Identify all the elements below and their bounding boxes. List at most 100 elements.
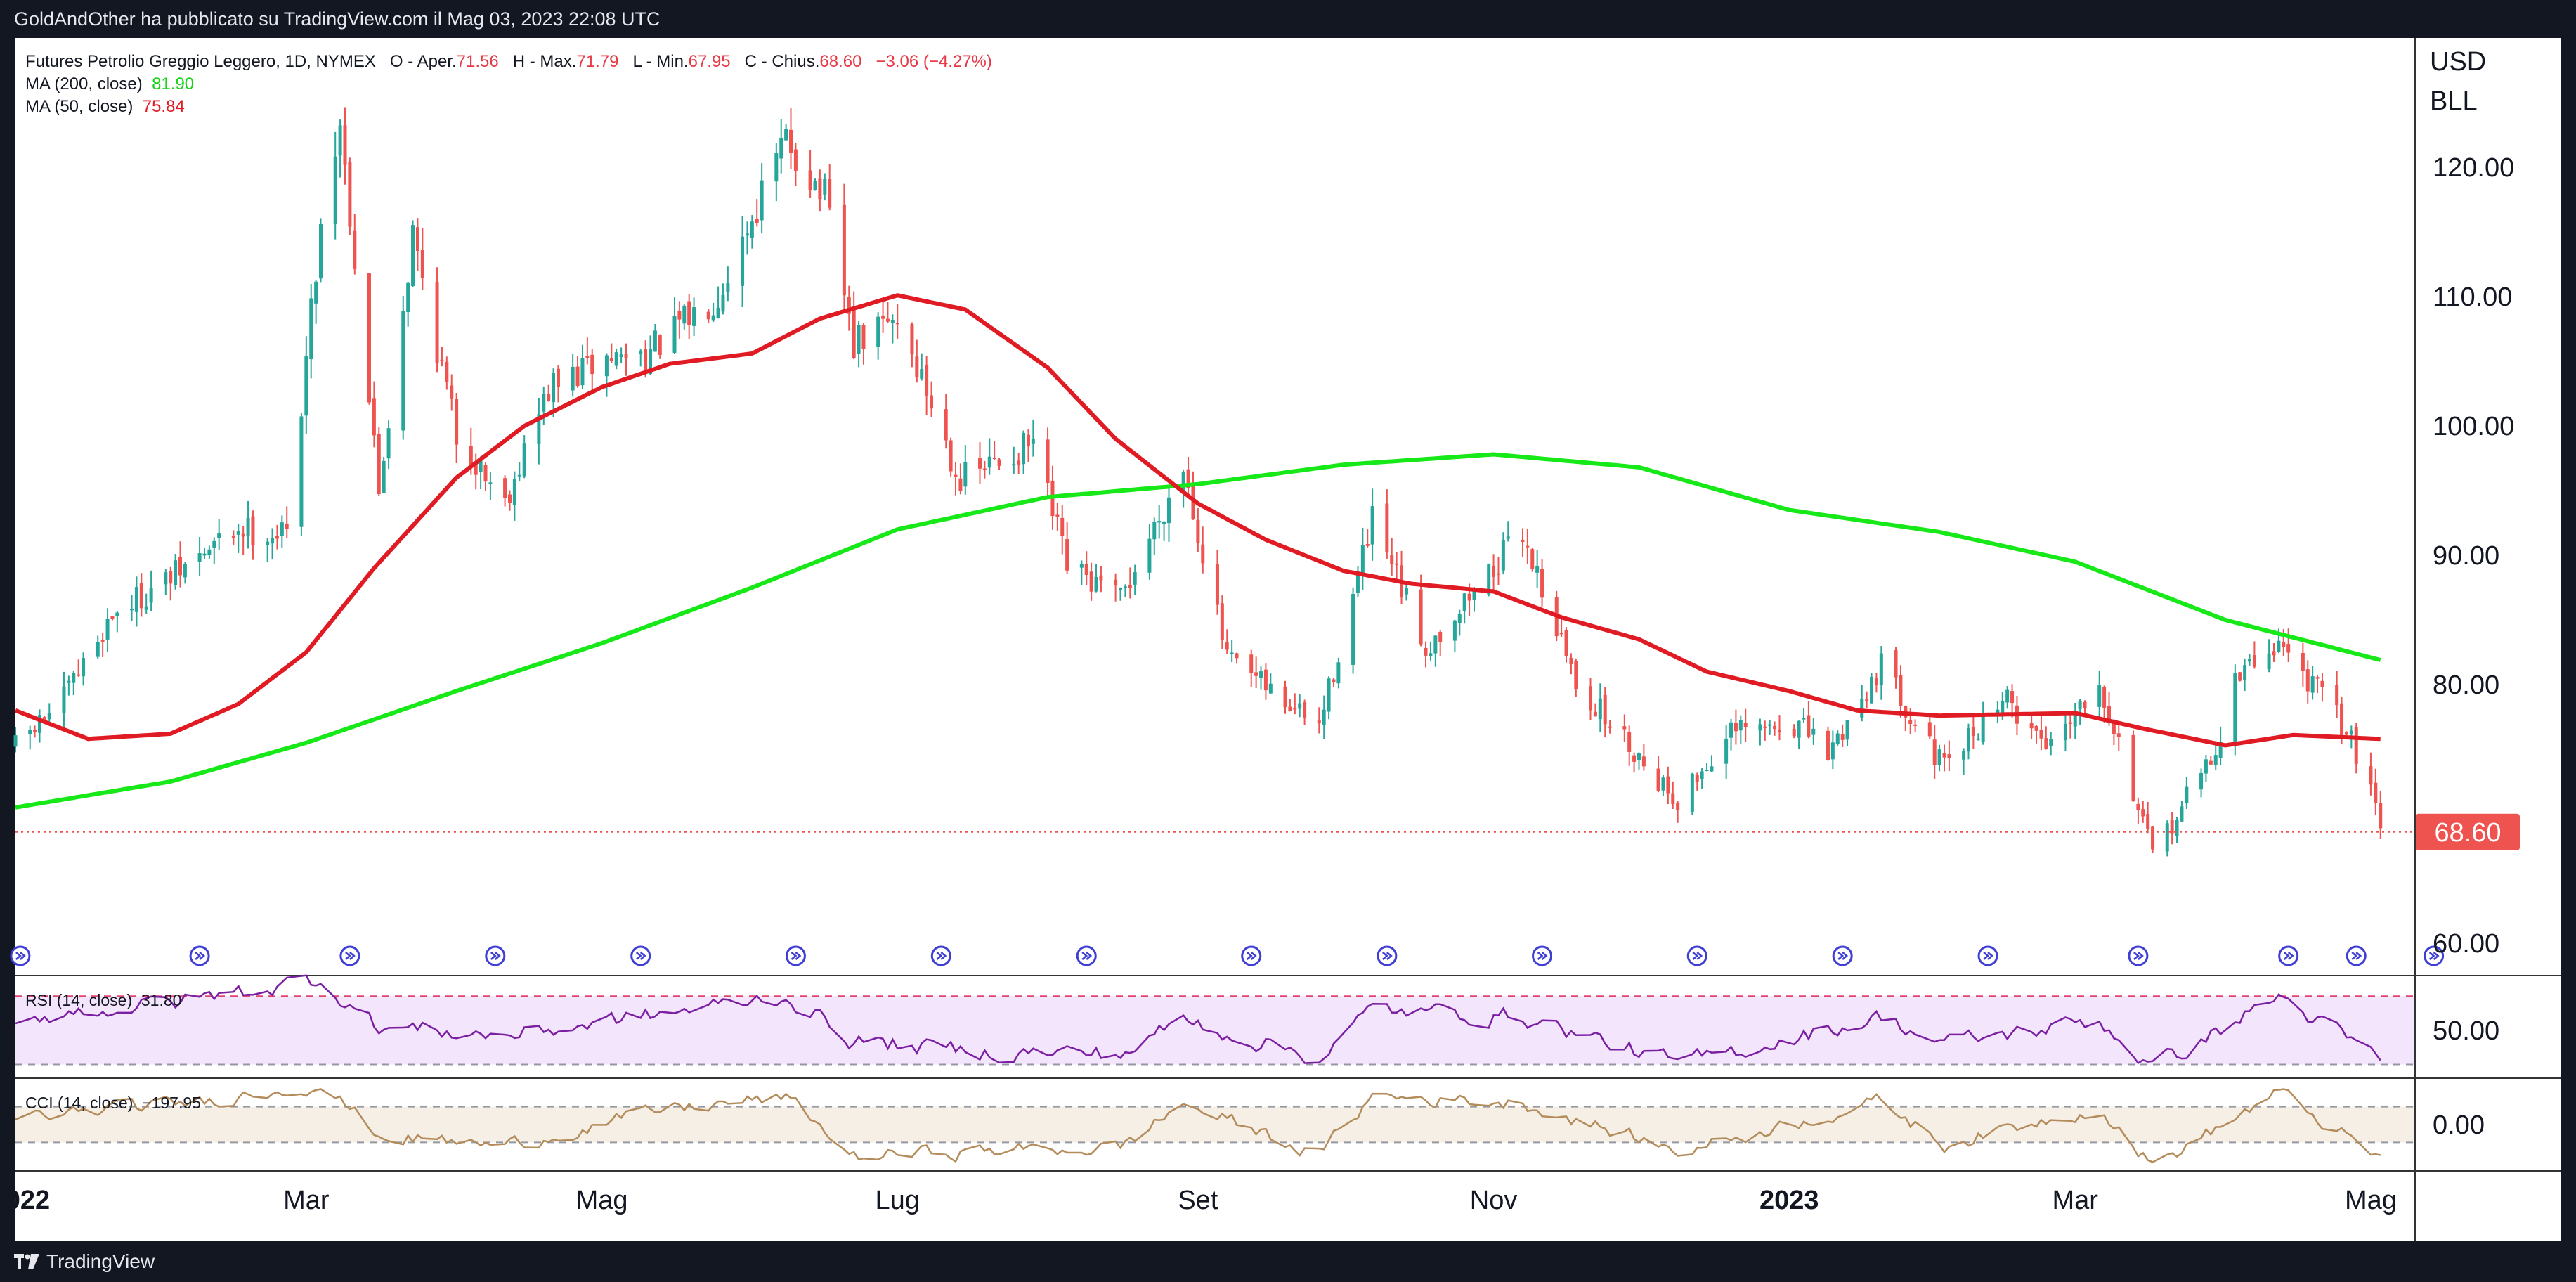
candle-body bbox=[183, 564, 187, 578]
time-tick-label: 2022 bbox=[0, 1186, 50, 1215]
candle-body bbox=[1084, 563, 1088, 576]
price-tick-label: 120.00 bbox=[2433, 153, 2514, 183]
candle-body bbox=[1283, 686, 1287, 708]
candle-body bbox=[212, 540, 216, 548]
candle-body bbox=[2073, 713, 2077, 727]
candle-body bbox=[1162, 522, 1166, 524]
candle-body bbox=[2165, 823, 2169, 852]
candle-body bbox=[741, 236, 745, 286]
candle-body bbox=[144, 606, 148, 610]
candle-body bbox=[1268, 683, 1273, 694]
candle-body bbox=[309, 298, 313, 360]
candle-body bbox=[372, 398, 376, 436]
price-axis[interactable] bbox=[2416, 38, 2561, 1171]
rsi-line bbox=[15, 974, 2381, 1065]
candle-body bbox=[1452, 620, 1457, 641]
tradingview-logo-icon[interactable] bbox=[14, 1254, 39, 1269]
rsi-band bbox=[15, 996, 2414, 1065]
candle-body bbox=[1012, 464, 1016, 466]
candle-body bbox=[876, 316, 880, 347]
candle-body bbox=[1026, 434, 1030, 446]
candle-body bbox=[299, 416, 304, 527]
time-tick-labels: 2022 Mar Mag Lug Set Nov 2023 Mar Mag bbox=[0, 1186, 2397, 1215]
candle-body bbox=[1666, 776, 1670, 794]
candle-body bbox=[614, 352, 618, 366]
rsi-legend[interactable]: RSI (14, close) 31.80 bbox=[25, 991, 181, 1010]
candle-body bbox=[1181, 472, 1185, 493]
main-pane[interactable] bbox=[15, 38, 2414, 1171]
candle-body bbox=[28, 730, 32, 734]
candle-body bbox=[72, 672, 76, 683]
candle-body bbox=[1802, 718, 1806, 720]
candle-body bbox=[2151, 826, 2155, 850]
candle-body bbox=[275, 536, 279, 539]
candle-body bbox=[343, 125, 347, 165]
event-marker-icon bbox=[2128, 945, 2149, 966]
candle-body bbox=[1962, 751, 1966, 760]
chart[interactable]: 120.00 110.00 100.00 90.00 80.00 60.00 2022 Ma… bbox=[0, 38, 2576, 1241]
candle-body bbox=[2039, 730, 2043, 739]
candle-body bbox=[1942, 752, 1946, 758]
candle-body bbox=[2340, 703, 2344, 735]
candle-body bbox=[1671, 793, 1675, 804]
event-marker-icon bbox=[1241, 945, 1262, 966]
candle-body bbox=[96, 642, 100, 657]
candle-body bbox=[1811, 728, 1816, 735]
event-marker-icon bbox=[2424, 945, 2445, 966]
candle-body bbox=[1870, 676, 1874, 704]
candle-body bbox=[2354, 727, 2358, 764]
event-marker-icon bbox=[189, 945, 210, 966]
candle-body bbox=[2374, 782, 2378, 803]
candle-body bbox=[1230, 652, 1234, 654]
candle-body bbox=[1235, 653, 1239, 659]
candle-body bbox=[1777, 729, 1781, 732]
time-axis[interactable] bbox=[15, 1171, 2561, 1241]
candle-body bbox=[178, 557, 182, 576]
candle-body bbox=[677, 311, 682, 320]
publish-bar: GoldAndOther ha pubblicato su TradingVie… bbox=[0, 0, 2576, 38]
time-tick-label: Mag bbox=[2345, 1186, 2397, 1215]
candle-body bbox=[997, 459, 1001, 466]
candle-body bbox=[469, 446, 473, 466]
candle-body bbox=[1506, 536, 1510, 539]
candle-body bbox=[1419, 589, 1423, 645]
candle-body bbox=[823, 178, 827, 195]
candle-body bbox=[982, 468, 987, 470]
candle-body bbox=[750, 221, 754, 238]
candle-body bbox=[1913, 724, 1918, 726]
candle-body bbox=[1608, 726, 1612, 728]
candle-body bbox=[1259, 671, 1263, 678]
candle-body bbox=[1899, 675, 1903, 706]
candle-body bbox=[333, 156, 337, 224]
candlestick-series bbox=[13, 107, 2383, 857]
candle-body bbox=[537, 414, 541, 445]
footer-brand[interactable]: TradingView bbox=[46, 1250, 155, 1272]
candle-body bbox=[134, 587, 138, 612]
candle-body bbox=[1540, 569, 1544, 598]
candle-body bbox=[42, 717, 46, 720]
candle-body bbox=[954, 474, 958, 477]
cci-legend[interactable]: CCI (14, close) −197.95 bbox=[25, 1094, 201, 1113]
candle-body bbox=[1457, 614, 1462, 623]
legend-ma50[interactable]: MA (50, close) 75.84 bbox=[25, 97, 185, 117]
time-tick-label: Nov bbox=[1470, 1186, 1518, 1215]
candle-body bbox=[789, 129, 793, 153]
candle-body bbox=[1336, 662, 1341, 684]
candle-body bbox=[2175, 820, 2179, 836]
candle-body bbox=[653, 330, 657, 352]
candle-body bbox=[2213, 755, 2218, 765]
candle-body bbox=[304, 356, 308, 416]
candle-body bbox=[1360, 545, 1365, 575]
rsi-tick-label: 50.00 bbox=[2433, 1016, 2499, 1046]
candle-body bbox=[110, 616, 115, 619]
candle-body bbox=[755, 219, 759, 223]
candle-body bbox=[552, 373, 556, 403]
legend-ma200[interactable]: MA (200, close) 81.90 bbox=[25, 75, 194, 94]
cci-band bbox=[15, 1106, 2414, 1143]
symbol-name: Futures Petrolio Greggio Leggero, 1D, NY… bbox=[25, 52, 376, 71]
candle-body bbox=[1317, 720, 1321, 724]
candle-body bbox=[1065, 539, 1069, 571]
candle-body bbox=[450, 385, 454, 399]
candle-body bbox=[649, 349, 653, 375]
ma50-value: 75.84 bbox=[142, 97, 185, 116]
